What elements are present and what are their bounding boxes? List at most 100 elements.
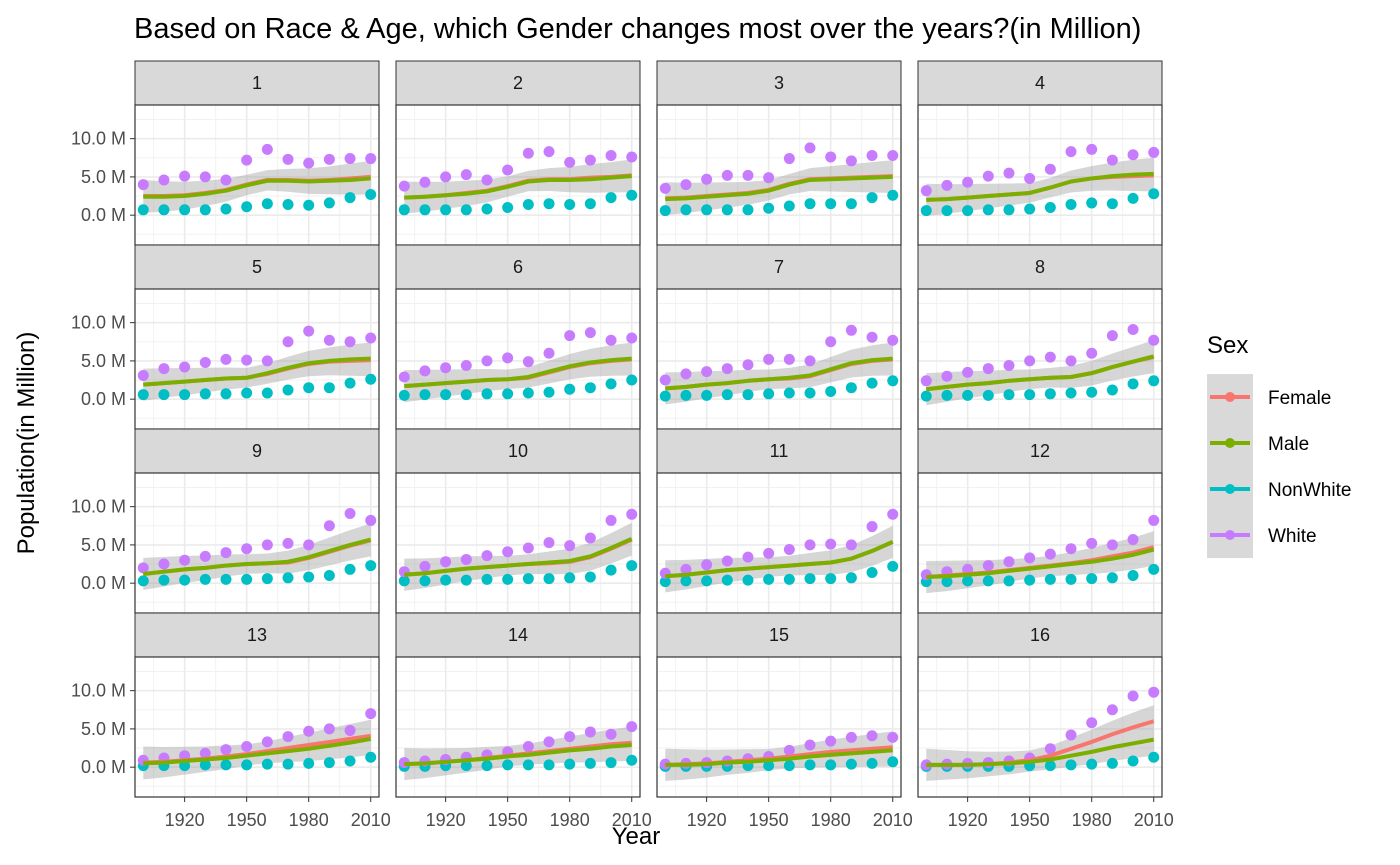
facet-strip-label: 9 <box>252 441 262 461</box>
white-point <box>419 560 431 572</box>
white-point <box>1086 347 1098 359</box>
male-smooth-line <box>665 748 893 767</box>
white-point <box>199 356 211 368</box>
nonwhite-point <box>887 189 899 201</box>
nonwhite-point <box>845 382 857 394</box>
confidence-ribbon <box>926 340 1154 406</box>
nonwhite-point <box>962 575 974 587</box>
white-point <box>804 539 816 551</box>
white-point <box>605 149 617 161</box>
facet-panel-6: 6 <box>395 244 641 430</box>
facet-strip <box>134 428 380 474</box>
facet-panel-13: 13 0.0 M 5.0 M 10.0 M 1920 1950 1980 2010 <box>71 612 391 830</box>
white-point <box>701 173 713 185</box>
white-point <box>1065 729 1077 741</box>
confidence-ribbon <box>926 531 1154 594</box>
nonwhite-point <box>344 755 356 767</box>
nonwhite-point <box>1127 192 1139 204</box>
legend-label: Male <box>1268 434 1309 455</box>
y-tick-label: 5.0 M <box>81 535 126 555</box>
nonwhite-point <box>344 192 356 204</box>
white-point <box>866 730 878 742</box>
white-point <box>1106 704 1118 716</box>
nonwhite-point <box>804 198 816 210</box>
nonwhite-point <box>680 204 692 216</box>
nonwhite-point <box>605 378 617 390</box>
white-point <box>365 708 377 720</box>
white-point <box>564 540 576 552</box>
y-tick-label: 10.0 M <box>71 497 126 517</box>
white-point <box>763 172 775 184</box>
white-point <box>460 553 472 565</box>
nonwhite-point <box>460 389 472 401</box>
nonwhite-point <box>261 758 273 770</box>
nonwhite-point <box>543 573 555 585</box>
white-point <box>701 366 713 378</box>
panel-background <box>918 473 1162 613</box>
white-point <box>440 362 452 374</box>
white-point <box>522 542 534 554</box>
nonwhite-point <box>1086 386 1098 398</box>
nonwhite-point <box>179 574 191 586</box>
white-point <box>584 327 596 339</box>
white-point <box>920 375 932 387</box>
white-point <box>1044 548 1056 560</box>
panel-background <box>657 657 901 797</box>
nonwhite-point <box>398 204 410 216</box>
nonwhite-point <box>659 390 671 402</box>
nonwhite-point <box>680 575 692 587</box>
white-point <box>680 563 692 575</box>
nonwhite-point <box>962 389 974 401</box>
white-point <box>241 354 253 366</box>
nonwhite-point <box>804 573 816 585</box>
nonwhite-point <box>323 570 335 582</box>
facet-strip-label: 1 <box>252 73 262 93</box>
nonwhite-point <box>887 375 899 387</box>
nonwhite-point <box>845 572 857 584</box>
white-point <box>866 521 878 533</box>
facet-strip-label: 3 <box>774 73 784 93</box>
male-smooth-line <box>665 356 893 391</box>
white-point <box>323 334 335 346</box>
white-point <box>605 514 617 526</box>
nonwhite-point <box>701 204 713 216</box>
nonwhite-point <box>137 575 149 587</box>
white-point <box>241 741 253 753</box>
nonwhite-point <box>920 205 932 217</box>
white-point <box>282 537 294 549</box>
nonwhite-point <box>1003 204 1015 216</box>
white-point <box>1127 690 1139 702</box>
nonwhite-point <box>419 389 431 401</box>
white-point <box>1106 154 1118 166</box>
white-point <box>481 355 493 367</box>
nonwhite-point <box>1024 203 1036 215</box>
facet-strip-label: 6 <box>513 257 523 277</box>
nonwhite-point <box>742 204 754 216</box>
white-point <box>866 331 878 343</box>
white-point <box>626 508 638 520</box>
nonwhite-point <box>659 576 671 588</box>
white-point <box>680 368 692 380</box>
white-point <box>742 169 754 181</box>
panel-border <box>917 656 1163 798</box>
white-point <box>941 179 953 191</box>
white-point <box>887 508 899 520</box>
white-point <box>199 747 211 759</box>
white-point <box>742 359 754 371</box>
nonwhite-point <box>1086 197 1098 209</box>
white-point <box>344 508 356 520</box>
white-point <box>626 721 638 733</box>
nonwhite-point <box>158 389 170 401</box>
white-point <box>1024 172 1036 184</box>
nonwhite-point <box>199 388 211 400</box>
legend-item-female: Female <box>1207 374 1331 420</box>
nonwhite-point <box>137 389 149 401</box>
nonwhite-point <box>460 574 472 586</box>
male-smooth-line <box>143 736 372 766</box>
white-point <box>1044 163 1056 175</box>
nonwhite-point <box>261 387 273 399</box>
white-point <box>584 154 596 166</box>
white-point <box>783 744 795 756</box>
facet-strip-label: 4 <box>1035 73 1045 93</box>
confidence-ribbon <box>143 342 371 401</box>
